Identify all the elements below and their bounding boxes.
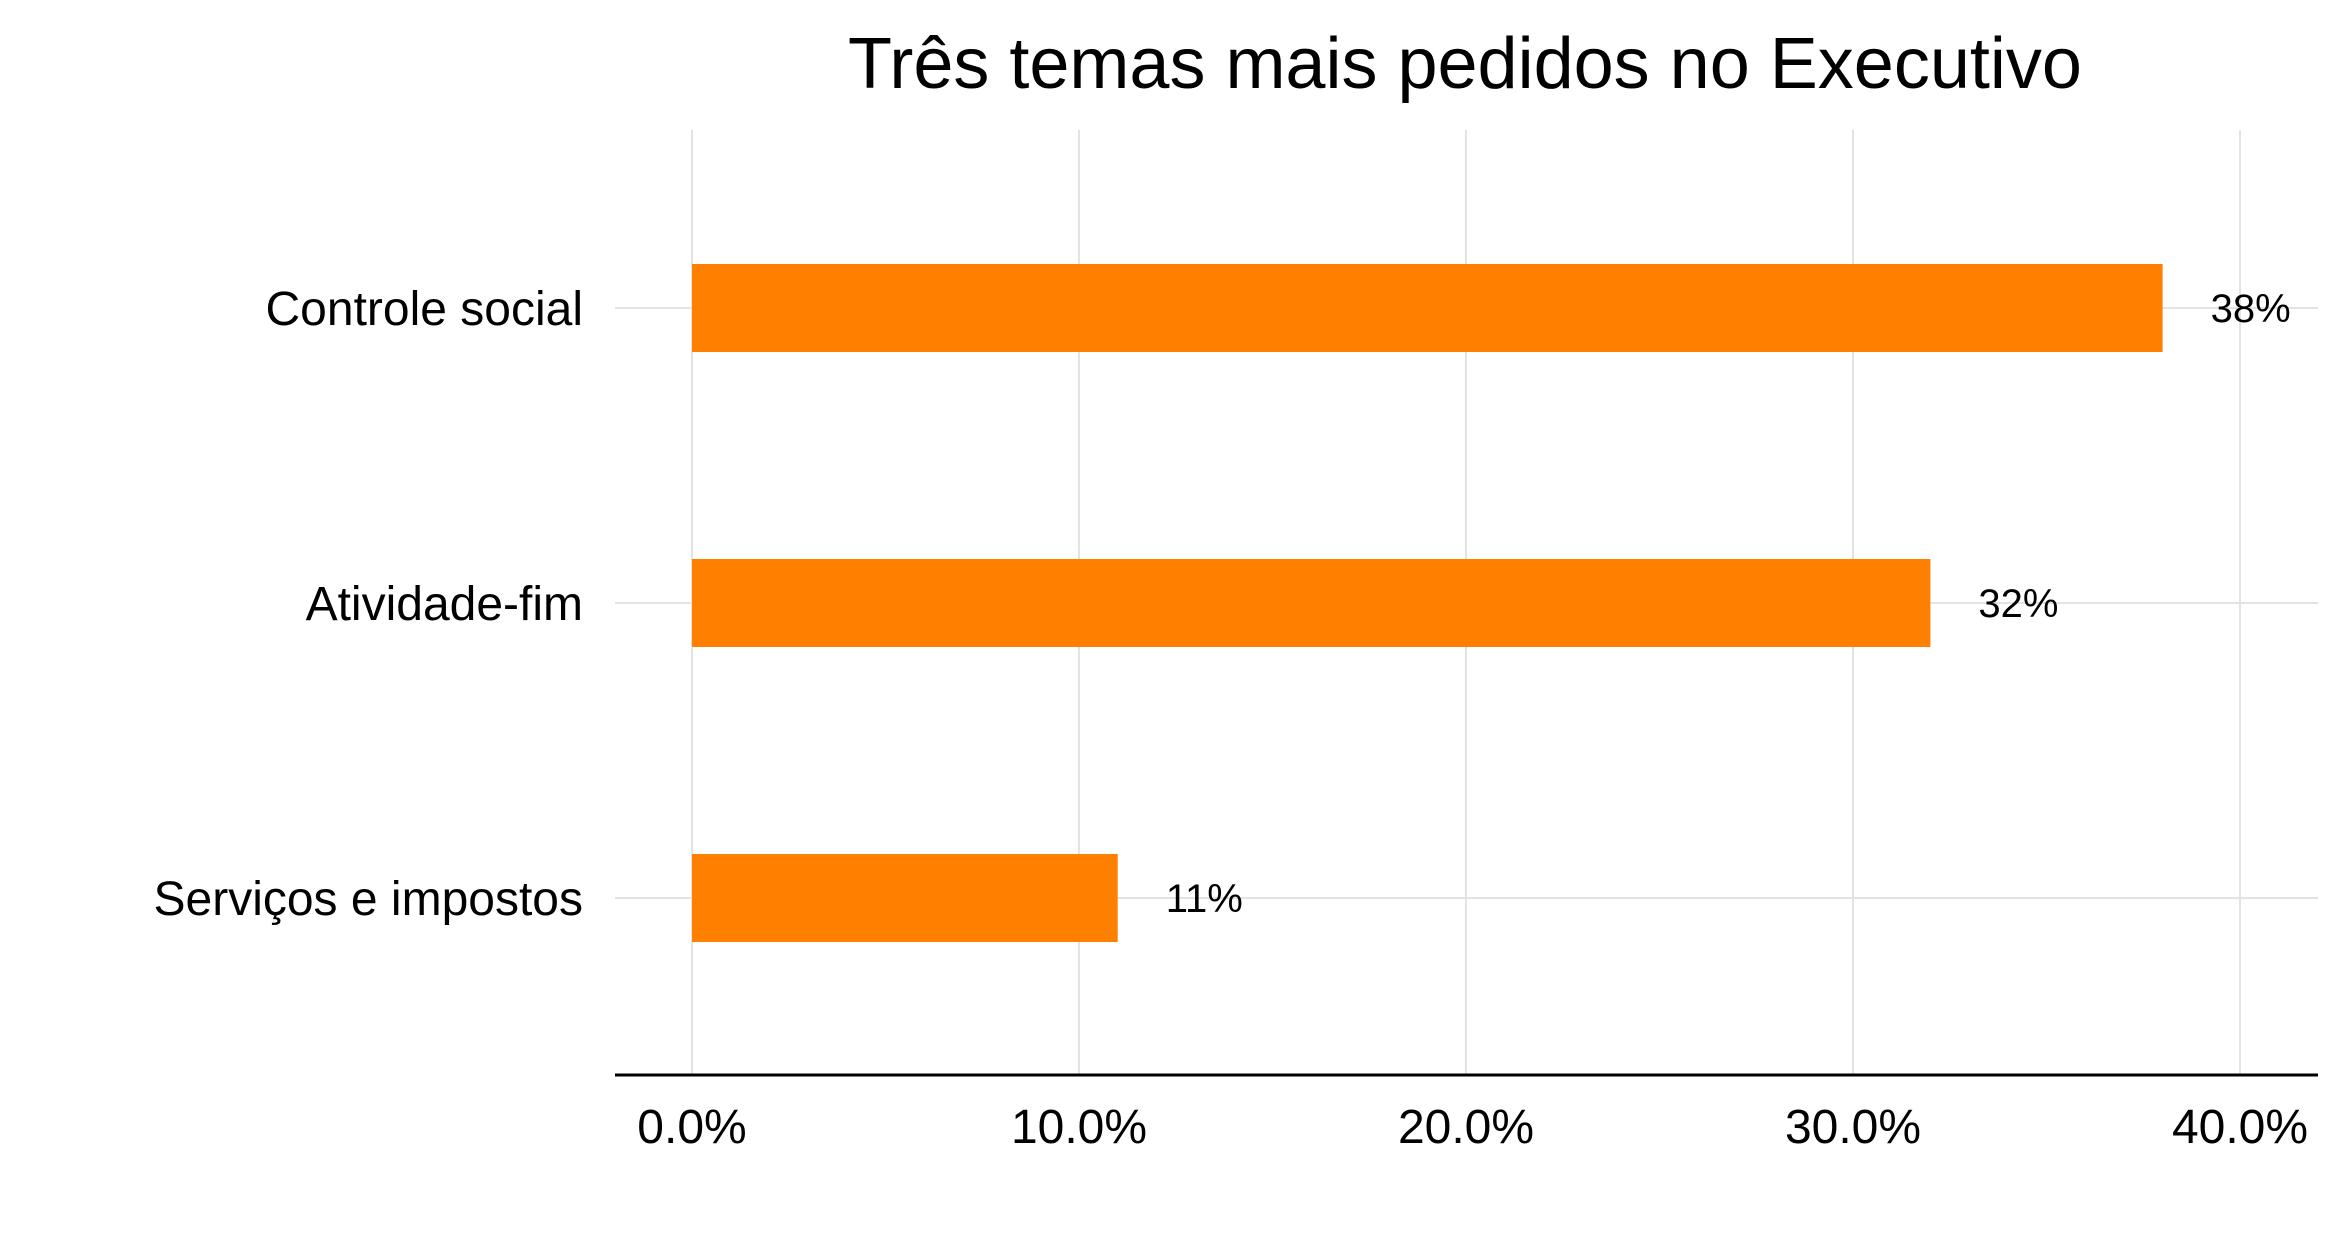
bars (692, 264, 2163, 942)
x-tick-label: 0.0% (637, 1101, 746, 1154)
x-tick-label: 20.0% (1398, 1101, 1534, 1154)
data-label: 32% (1978, 582, 2058, 626)
data-labels: 38% 32% 11% (1166, 287, 2291, 921)
x-tick-label: 10.0% (1011, 1101, 1147, 1154)
bar (692, 264, 2163, 352)
x-axis-ticks: 0.0% 10.0% 20.0% 30.0% 40.0% (637, 1101, 2308, 1154)
category-label: Serviços e impostos (154, 873, 584, 926)
bar (692, 559, 1931, 647)
category-label: Atividade-fim (306, 578, 583, 631)
x-tick-label: 30.0% (1785, 1101, 1921, 1154)
chart-title: Três temas mais pedidos no Executivo (848, 24, 2082, 104)
data-label: 38% (2211, 287, 2291, 331)
x-tick-label: 40.0% (2172, 1101, 2308, 1154)
category-label: Controle social (266, 283, 583, 336)
category-labels: Controle social Atividade-fim Serviços e i… (154, 283, 584, 926)
data-label: 11% (1166, 877, 1243, 921)
bar (692, 854, 1118, 942)
